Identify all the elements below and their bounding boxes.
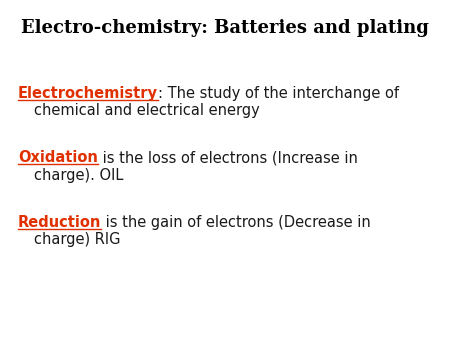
Text: charge) RIG: charge) RIG [34, 232, 120, 247]
Text: charge). OIL: charge). OIL [34, 168, 123, 183]
Text: Electro-chemistry: Batteries and plating: Electro-chemistry: Batteries and plating [21, 19, 429, 37]
Text: Electrochemistry: Electrochemistry [18, 86, 158, 101]
Text: Reduction: Reduction [18, 215, 101, 230]
Text: Oxidation: Oxidation [18, 150, 98, 165]
Text: is the gain of electrons (Decrease in: is the gain of electrons (Decrease in [101, 215, 371, 230]
Text: chemical and electrical energy: chemical and electrical energy [34, 103, 260, 118]
Text: is the loss of electrons (Increase in: is the loss of electrons (Increase in [98, 150, 358, 165]
Text: : The study of the interchange of: : The study of the interchange of [158, 86, 399, 101]
